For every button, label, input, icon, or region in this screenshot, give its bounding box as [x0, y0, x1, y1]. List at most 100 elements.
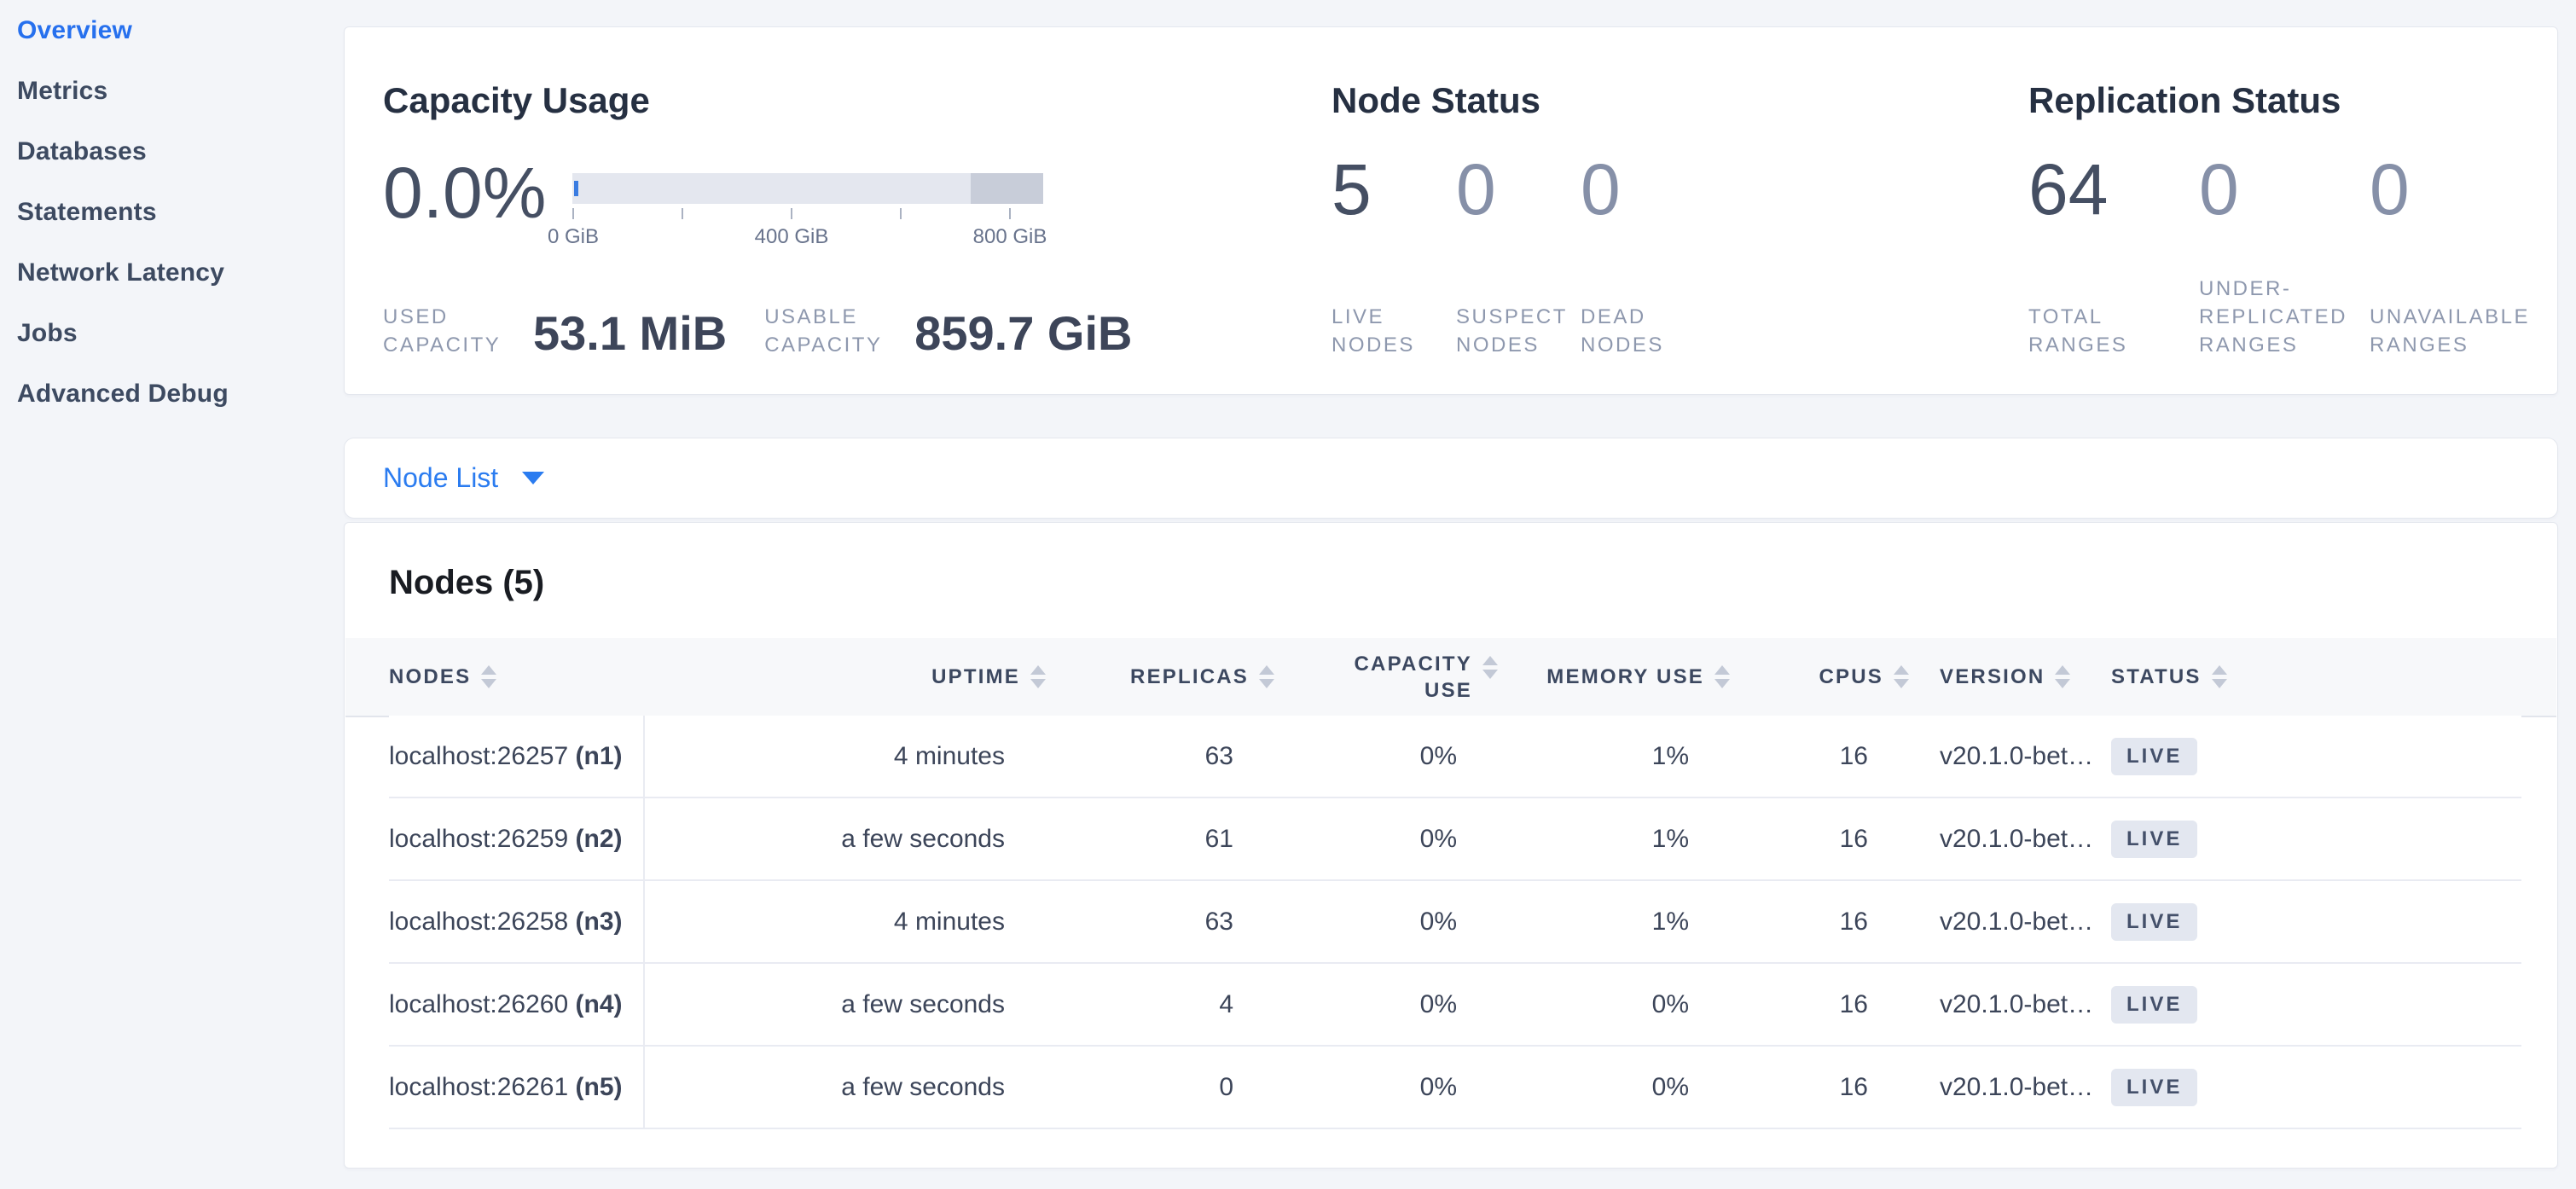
axis-tick-label: 400 GiB: [754, 225, 829, 248]
status-badge: LIVE: [2111, 902, 2198, 941]
version-cell: v20.1.0-bet…: [1909, 964, 2094, 1047]
column-label: VERSION: [1940, 665, 2045, 688]
axis-tick: [572, 208, 574, 219]
sidebar-item-statements[interactable]: Statements: [17, 197, 157, 226]
node-list-dropdown-label: Node List: [383, 462, 499, 493]
memory-use-cell: 0%: [1498, 964, 1730, 1047]
sort-icon: [1714, 665, 1730, 688]
suspect-nodes-label: SUSPECT NODES: [1456, 305, 1568, 357]
table-row: localhost:26261 (n5) a few seconds 0 0% …: [389, 1047, 2521, 1129]
live-nodes-value: 5: [1332, 149, 1372, 229]
node-address-cell[interactable]: localhost:26258 (n3): [389, 881, 645, 964]
capacity-bar-track: [572, 173, 1043, 204]
version-cell: v20.1.0-bet…: [1909, 716, 2094, 798]
usable-capacity-value: 859.7 GiB: [914, 306, 1133, 361]
suspect-nodes-value: 0: [1456, 149, 1496, 229]
status-cell: LIVE: [2094, 964, 2521, 1047]
replication-status-title: Replication Status: [2028, 80, 2341, 120]
column-header-uptime[interactable]: UPTIME: [645, 638, 1046, 716]
capacity-stats: USED CAPACITY 53.1 MiB USABLE CAPACITY 8…: [383, 303, 1169, 359]
status-badge: LIVE: [2111, 820, 2198, 858]
version-cell: v20.1.0-bet…: [1909, 1047, 2094, 1129]
unavailable-ranges-value: 0: [2370, 149, 2410, 229]
node-list-dropdown[interactable]: Node List: [345, 438, 2557, 518]
column-header-replicas[interactable]: REPLICAS: [1046, 638, 1274, 716]
sort-icon: [2211, 665, 2227, 688]
uptime-cell: 4 minutes: [645, 716, 1046, 798]
capacity-bar-other-segment: [970, 173, 1043, 204]
node-address-cell[interactable]: localhost:26257 (n1): [389, 716, 645, 798]
sidebar-item-metrics[interactable]: Metrics: [17, 76, 108, 105]
status-badge: LIVE: [2111, 985, 2198, 1024]
axis-tick: [900, 208, 902, 219]
column-header-version[interactable]: VERSION: [1909, 638, 2094, 716]
status-cell: LIVE: [2094, 798, 2521, 881]
unavailable-ranges-label: UNAVAILABLE RANGES: [2370, 305, 2531, 357]
replicas-cell: 61: [1046, 798, 1274, 881]
usable-capacity-label: USABLE CAPACITY: [764, 305, 883, 357]
used-capacity-value: 53.1 MiB: [533, 306, 728, 361]
node-address-cell[interactable]: localhost:26260 (n4): [389, 964, 645, 1047]
column-label: NODES: [389, 665, 472, 688]
replicas-cell: 0: [1046, 1047, 1274, 1129]
cluster-summary-card: Capacity Usage 0.0% 0 GiB 400 GiB 800 Gi…: [344, 26, 2558, 395]
sidebar-item-overview[interactable]: Overview: [17, 15, 133, 44]
capacity-usage-title: Capacity Usage: [383, 80, 650, 120]
node-address-cell[interactable]: localhost:26259 (n2): [389, 798, 645, 881]
sort-icon: [1482, 655, 1498, 679]
status-badge: LIVE: [2111, 1068, 2198, 1106]
sidebar-item-network-latency[interactable]: Network Latency: [17, 258, 225, 287]
sort-icon: [1259, 665, 1274, 688]
column-label: REPLICAS: [1130, 665, 1249, 688]
total-ranges-label: TOTAL RANGES: [2028, 305, 2128, 357]
sidebar-item-jobs[interactable]: Jobs: [17, 318, 78, 347]
replicas-cell: 63: [1046, 716, 1274, 798]
replication-status-group: Replication Status 64 0 0 TOTAL RANGES U…: [2028, 27, 2540, 394]
capacity-bar-used-segment: [574, 181, 578, 196]
cpus-cell: 16: [1730, 881, 1909, 964]
cpus-cell: 16: [1730, 1047, 1909, 1129]
used-capacity-label: USED CAPACITY: [383, 305, 502, 357]
node-id: (n2): [575, 824, 623, 853]
dead-nodes-label: DEAD NODES: [1581, 305, 1664, 357]
sidebar-item-databases[interactable]: Databases: [17, 136, 147, 165]
memory-use-cell: 1%: [1498, 716, 1730, 798]
column-label: CAPACITY USE: [1354, 652, 1472, 702]
sort-icon: [1030, 665, 1046, 688]
node-address-cell[interactable]: localhost:26261 (n5): [389, 1047, 645, 1129]
sidebar-item-advanced-debug[interactable]: Advanced Debug: [17, 379, 229, 408]
node-address: localhost:26261: [389, 1072, 569, 1101]
dead-nodes-value: 0: [1581, 149, 1621, 229]
version-cell: v20.1.0-bet…: [1909, 881, 2094, 964]
axis-tick: [791, 208, 792, 219]
table-row: localhost:26258 (n3) 4 minutes 63 0% 1% …: [389, 881, 2521, 964]
nodes-heading: Nodes (5): [389, 564, 545, 601]
capacity-bullet-chart: 0 GiB 400 GiB 800 GiB: [548, 173, 1047, 279]
sort-icon: [481, 665, 497, 688]
node-status-title: Node Status: [1332, 80, 1541, 120]
column-header-memory-use[interactable]: MEMORY USE: [1498, 638, 1730, 716]
axis-tick-label: 0 GiB: [547, 225, 600, 248]
column-header-cpus[interactable]: CPUS: [1730, 638, 1909, 716]
status-cell: LIVE: [2094, 1047, 2521, 1129]
table-row: localhost:26259 (n2) a few seconds 61 0%…: [389, 798, 2521, 881]
uptime-cell: a few seconds: [645, 1047, 1046, 1129]
column-header-status[interactable]: STATUS: [2094, 638, 2521, 716]
column-label: STATUS: [2111, 665, 2202, 688]
live-nodes-label: LIVE NODES: [1332, 305, 1415, 357]
status-badge: LIVE: [2111, 737, 2198, 775]
table-header-row: NODES UPTIME REPLICAS CAPACITY USE MEMOR…: [389, 638, 2521, 716]
under-replicated-ranges-value: 0: [2199, 149, 2239, 229]
column-label: UPTIME: [931, 665, 1020, 688]
column-header-nodes[interactable]: NODES: [389, 638, 645, 716]
sort-icon: [1894, 665, 1909, 688]
chevron-down-icon: [522, 472, 545, 484]
status-cell: LIVE: [2094, 881, 2521, 964]
column-label: MEMORY USE: [1546, 665, 1704, 688]
uptime-cell: a few seconds: [645, 964, 1046, 1047]
sort-icon: [2055, 665, 2071, 688]
under-replicated-ranges-label: UNDER-REPLICATED RANGES: [2199, 277, 2347, 357]
column-header-capacity-use[interactable]: CAPACITY USE: [1274, 638, 1498, 716]
cpus-cell: 16: [1730, 964, 1909, 1047]
axis-tick: [682, 208, 683, 219]
